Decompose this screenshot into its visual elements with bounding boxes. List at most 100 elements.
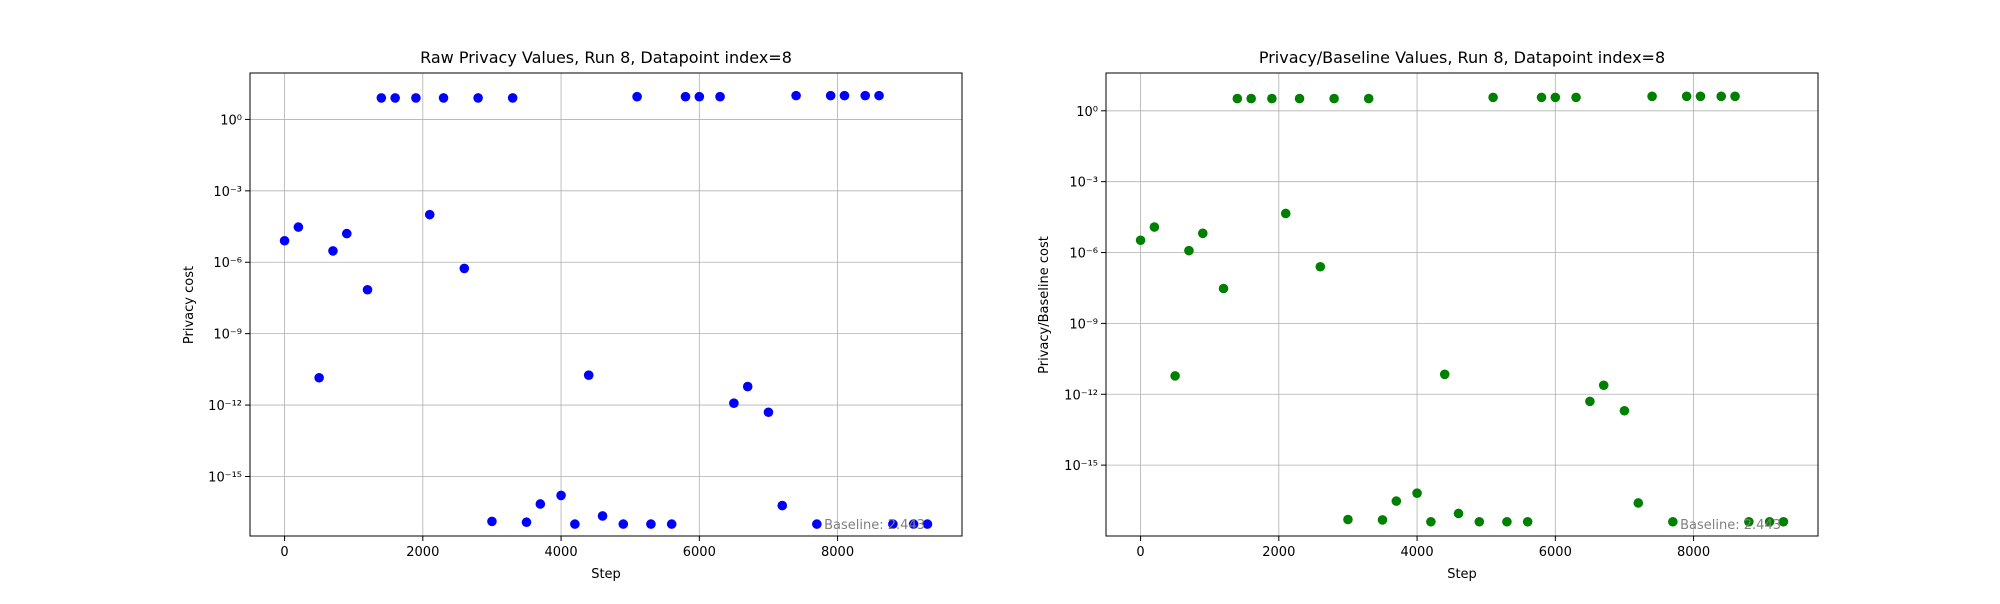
data-point [314,372,324,383]
data-point [507,93,518,103]
data-point [666,519,677,529]
data-point [1294,93,1305,104]
data-point [570,519,580,529]
data-point [1315,261,1326,272]
data-point [1170,371,1180,381]
data-point [825,90,836,101]
data-point [583,370,594,380]
data-point [618,519,629,529]
x-axis-ticks: 0 2000 4000 6000 8000 [280,536,854,560]
data-point [1280,208,1291,219]
y-tick-label: 10⁰ [220,113,242,128]
data-point [1778,516,1789,527]
y-tick-label: 10⁰ [1076,105,1098,120]
data-point [376,93,387,103]
y-axis-label: Privacy/Baseline cost [1037,236,1052,374]
y-tick-label: 10⁻⁶ [1069,247,1098,262]
data-point [694,91,705,102]
x-tick-label: 0 [1136,545,1144,560]
data-point [411,93,421,103]
data-point [597,511,608,521]
data-point [1550,92,1561,103]
data-point [521,517,532,528]
data-point [328,246,338,256]
data-point [729,398,739,408]
data-point [791,90,801,101]
data-point [1744,516,1754,527]
data-point [763,407,774,418]
y-tick-label: 10⁻¹⁵ [1064,459,1098,474]
chart-title: Raw Privacy Values, Run 8, Datapoint ind… [420,48,792,67]
data-point [1135,235,1146,246]
data-points [1135,91,1789,527]
y-tick-label: 10⁻¹² [208,399,242,414]
data-point [1232,93,1243,104]
y-tick-label: 10⁻⁶ [213,256,242,271]
data-point [860,90,871,101]
x-tick-label: 0 [280,545,288,560]
data-point [1267,93,1277,104]
x-tick-label: 4000 [545,545,578,560]
data-point [1730,91,1740,102]
x-tick-label: 8000 [821,545,854,560]
chart-raw-privacy: Raw Privacy Values, Run 8, Datapoint ind… [182,48,963,582]
data-point [1668,516,1678,527]
data-point [1647,91,1657,102]
data-point [874,90,884,101]
data-point [1695,91,1706,102]
data-point [1536,92,1547,103]
data-point [424,209,435,220]
data-point [1218,283,1229,294]
x-tick-label: 6000 [683,545,716,560]
data-point [1474,516,1485,527]
data-point [535,499,546,509]
y-axis-ticks: 10⁰ 10⁻³ 10⁻⁶ 10⁻⁹ 10⁻¹² 10⁻¹⁵ [208,113,250,485]
data-point [777,500,788,511]
y-axis-label: Privacy cost [182,266,197,344]
data-point [1343,514,1353,525]
data-point [556,490,566,501]
y-tick-label: 10⁻³ [1069,176,1098,191]
data-point [1585,396,1595,407]
y-tick-label: 10⁻¹⁵ [208,470,242,485]
x-tick-label: 6000 [1539,545,1572,560]
x-axis-label: Step [591,567,621,582]
data-point [1764,516,1775,527]
data-point [1716,91,1727,102]
data-point [1571,92,1581,103]
data-point [438,93,449,103]
data-point [341,228,352,239]
data-point [1488,92,1498,103]
data-point [922,519,933,529]
x-axis-ticks: 0 2000 4000 6000 8000 [1136,536,1710,560]
data-point [293,222,304,232]
x-tick-label: 8000 [1677,545,1710,560]
y-tick-label: 10⁻³ [213,185,242,200]
data-point [1149,222,1160,232]
chart-title: Privacy/Baseline Values, Run 8, Datapoin… [1259,48,1665,67]
data-point [742,381,753,392]
data-point [908,519,919,529]
data-point [1633,498,1644,508]
baseline-annotation: Baseline: 2.443 [824,518,925,533]
data-point [459,263,470,274]
chart-privacy-baseline: Privacy/Baseline Values, Run 8, Datapoin… [1037,48,1819,582]
data-point [1522,516,1533,527]
data-point [1502,516,1512,527]
data-point [1329,93,1339,104]
data-point [839,90,850,101]
data-point [646,519,656,529]
data-point [1184,245,1194,256]
data-point [473,93,483,103]
data-point [812,519,822,529]
y-tick-label: 10⁻⁹ [1069,317,1098,332]
data-point [715,91,725,102]
data-point [1453,508,1464,519]
data-point [1363,93,1374,104]
y-axis-ticks: 10⁰ 10⁻³ 10⁻⁶ 10⁻⁹ 10⁻¹² 10⁻¹⁵ [1064,105,1106,474]
y-tick-label: 10⁻⁹ [213,328,242,343]
data-point [632,91,642,102]
data-point [1391,496,1402,506]
baseline-annotation: Baseline: 2.443 [1680,518,1781,533]
